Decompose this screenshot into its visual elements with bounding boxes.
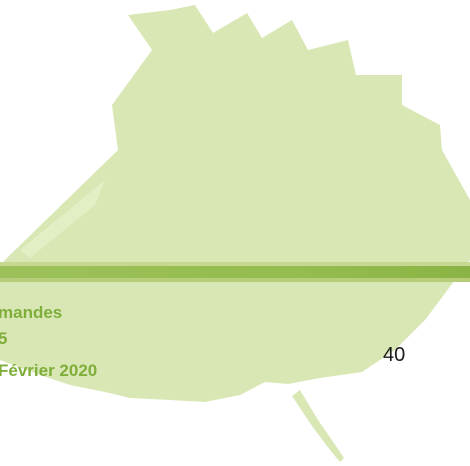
band-highlight [0, 262, 470, 266]
footer-line-1: mandes [0, 303, 63, 322]
page-number: 40 [383, 344, 406, 366]
band-shadow [0, 278, 470, 282]
band-main [0, 266, 470, 278]
footer-line-3: Février 2020 [0, 361, 98, 380]
footer-divider-band [0, 262, 470, 282]
footer-line-2: 5 [0, 329, 8, 348]
